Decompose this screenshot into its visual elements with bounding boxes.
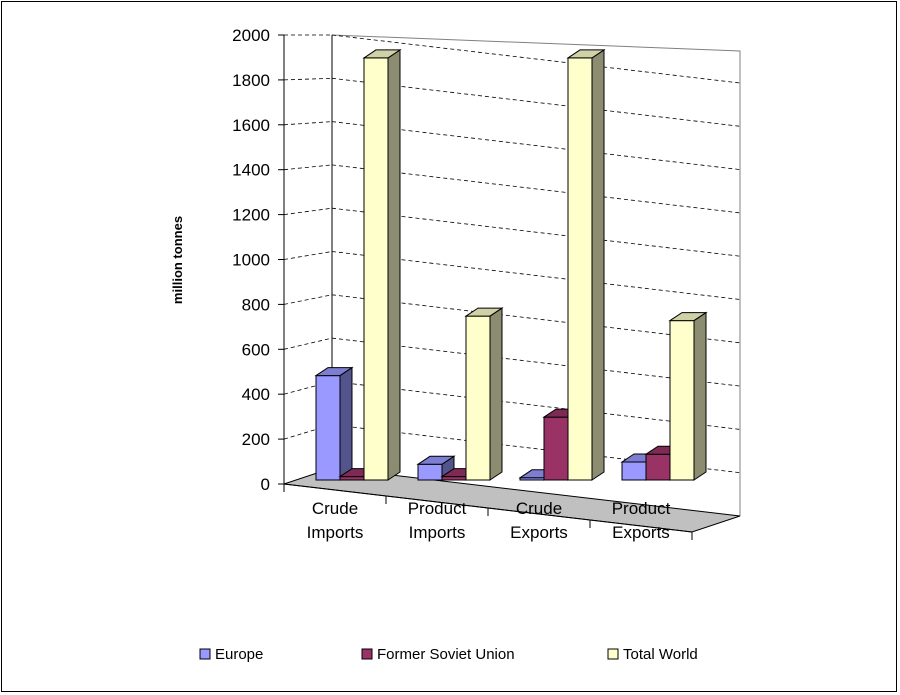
legend-swatch <box>361 648 373 660</box>
gridline <box>331 381 741 430</box>
bar-total-world <box>362 48 402 481</box>
chart-walls <box>283 34 741 533</box>
gridline-diagonal <box>283 251 333 260</box>
legend-label: Total World <box>623 646 698 663</box>
category-label: Crude <box>312 499 358 518</box>
bar-total-world <box>566 48 606 481</box>
gridline-diagonal <box>283 337 333 350</box>
y-tick-label: 0 <box>261 475 270 494</box>
category-label: Imports <box>307 523 364 542</box>
y-tick-label: 1200 <box>232 206 270 225</box>
legend-swatch <box>607 648 619 660</box>
y-tick-label: 1800 <box>232 71 270 90</box>
gridline <box>331 164 741 214</box>
back-wall-edge <box>331 34 741 516</box>
x-axis <box>283 483 693 540</box>
gridline <box>331 337 741 387</box>
category-label: Imports <box>409 523 466 542</box>
y-tick-label: 200 <box>242 430 270 449</box>
y-tick-label: 400 <box>242 385 270 404</box>
gridline <box>331 294 741 344</box>
category-label: Crude <box>516 499 562 518</box>
y-tick-label: 2000 <box>232 26 270 45</box>
bars <box>314 48 708 481</box>
bar-europe <box>314 366 354 481</box>
gridline-diagonal <box>283 381 333 395</box>
y-tick-label: 1000 <box>232 251 270 270</box>
y-axis-ticks: 0 200 400 600 800 1000 1200 1400 1600 1800 2000 <box>232 26 285 494</box>
category-label: Exports <box>612 523 670 542</box>
legend: Europe Former Soviet Union Total World <box>199 646 698 663</box>
category-label: Product <box>612 499 671 518</box>
category-label: Exports <box>510 523 568 542</box>
gridline-diagonal <box>283 77 333 81</box>
gridline-diagonal <box>283 121 333 126</box>
legend-label: Former Soviet Union <box>377 646 515 663</box>
category-label: Product <box>408 499 467 518</box>
gridlines <box>283 34 741 474</box>
y-tick-label: 1600 <box>232 116 270 135</box>
bar-total-world <box>668 311 708 481</box>
legend-swatch <box>199 648 211 660</box>
gridline-diagonal <box>283 294 333 305</box>
gridline <box>331 77 741 127</box>
gridline-diagonal <box>283 207 333 215</box>
gridline-diagonal <box>283 164 333 171</box>
y-tick-label: 600 <box>242 340 270 359</box>
gridline <box>331 424 741 474</box>
y-tick-label: 800 <box>242 295 270 314</box>
legend-label: Europe <box>215 646 263 663</box>
category-labels: Crude Imports Product Imports Crude Exports Pr… <box>307 499 671 542</box>
y-axis-title: million tonnes <box>170 216 185 304</box>
gridline <box>331 34 741 84</box>
gridline-diagonal <box>283 424 333 440</box>
gridline <box>331 207 741 257</box>
gridline <box>331 121 741 170</box>
gridline <box>331 251 741 300</box>
bar-total-world <box>464 307 504 481</box>
y-tick-label: 1400 <box>232 161 270 180</box>
